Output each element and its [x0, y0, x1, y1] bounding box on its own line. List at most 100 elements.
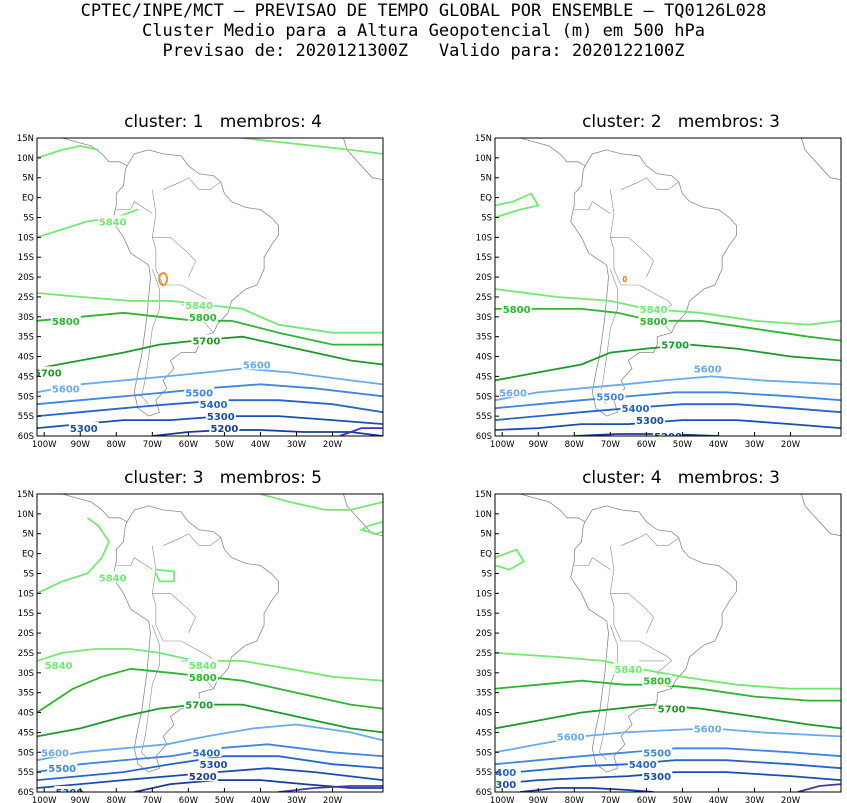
lat-tick-label: 15N — [17, 134, 34, 144]
country-border — [574, 201, 611, 214]
contour-label: 5200 — [654, 432, 682, 443]
lon-tick-label: 20W — [781, 796, 801, 803]
contour-label: 400 — [495, 768, 516, 779]
contour-label-bg — [495, 778, 521, 790]
contour-label-bg — [638, 302, 669, 314]
lat-tick-label: 60S — [476, 432, 492, 442]
coastline — [570, 505, 737, 773]
lon-tick-label: 90W — [529, 796, 549, 803]
lat-tick-label: 35S — [476, 333, 492, 343]
contour-label-bg — [642, 770, 673, 782]
contour-5840 — [260, 494, 383, 511]
lat-tick-label: 45S — [18, 372, 34, 382]
contour-label: 5600 — [41, 748, 69, 759]
high-contour — [158, 272, 169, 286]
lat-tick-label: 50S — [18, 392, 34, 402]
lat-tick-label: 55S — [18, 768, 34, 778]
lon-tick-label: 100W — [32, 440, 57, 450]
contour-5840 — [495, 548, 526, 571]
lat-tick-label: 20S — [18, 629, 34, 639]
lat-tick-label: 20S — [476, 273, 492, 283]
lat-tick-label: 55S — [476, 412, 492, 422]
lat-tick-label: 5S — [23, 213, 34, 223]
lat-tick-label: 10S — [18, 589, 34, 599]
contour-label-bg — [43, 658, 74, 670]
country-border — [599, 624, 618, 761]
lat-tick-label: 40S — [476, 353, 492, 363]
lat-tick-label: 55S — [18, 412, 34, 422]
contour-5600 — [495, 375, 841, 402]
coastline-africa — [801, 138, 841, 181]
contour-label-bg — [620, 402, 651, 414]
lat-tick-label: 5N — [480, 174, 492, 184]
lat-tick-label: 50S — [476, 392, 492, 402]
contour-5200 — [520, 787, 654, 792]
country-border — [152, 593, 196, 634]
contour-label: 5840 — [189, 661, 217, 672]
country-border — [116, 201, 153, 214]
contour-label: 5600 — [694, 364, 722, 375]
contour-label-bg — [187, 658, 218, 670]
contour-label: 5200 — [189, 772, 217, 783]
lon-tick-label: 20W — [781, 440, 801, 450]
contour-label-bg — [184, 386, 215, 398]
contour-label: 5300 — [636, 416, 664, 427]
coastline-central-america — [37, 138, 128, 167]
lon-tick-label: 70W — [601, 796, 621, 803]
lat-tick-label: 10N — [17, 510, 34, 520]
lon-tick-label: 60W — [637, 440, 657, 450]
lat-tick-label: 15N — [475, 134, 492, 144]
contour-label-bg — [50, 382, 81, 394]
contour-label-bg — [191, 334, 222, 346]
lon-tick-label: 40W — [709, 440, 729, 450]
contour-5840 — [495, 288, 841, 326]
contour-label-bg — [97, 215, 128, 227]
lat-tick-label: 15N — [17, 490, 34, 500]
contour-label-bg — [47, 762, 78, 774]
lon-tick-label: 40W — [251, 440, 271, 450]
country-border — [609, 545, 673, 689]
country-border — [620, 177, 679, 190]
contour-label-bg — [198, 398, 229, 410]
contour-label: 5300 — [70, 424, 98, 435]
map-frame — [494, 137, 842, 437]
contour-5840 — [37, 208, 139, 239]
contour-label-bg — [40, 746, 71, 758]
contour-label: 5700 — [661, 341, 689, 352]
lon-tick-label: 80W — [107, 440, 127, 450]
contour-5400 — [495, 403, 841, 421]
lon-tick-label: 100W — [490, 796, 515, 803]
contour-label-bg — [97, 571, 128, 583]
contour-label-bg — [187, 770, 218, 782]
lon-tick-label: 100W — [32, 796, 57, 803]
lat-tick-label: 10N — [475, 510, 492, 520]
contour-label-bg — [656, 702, 687, 714]
lat-tick-label: 15S — [18, 253, 34, 263]
lat-tick-label: 10S — [18, 233, 34, 243]
contour-5840 — [359, 520, 383, 535]
contour-5700 — [495, 703, 841, 730]
panel-title-1: cluster: 1 membros: 4 — [124, 112, 322, 132]
map-frame — [36, 137, 384, 437]
contour-label-bg — [184, 298, 215, 310]
lon-tick-label: 90W — [529, 440, 549, 450]
contour-5840 — [242, 138, 383, 155]
contour-label-bg — [37, 366, 63, 378]
lon-tick-label: 20W — [323, 796, 343, 803]
contour-label: 5700 — [185, 701, 213, 712]
lon-tick-label: 30W — [745, 440, 765, 450]
lat-tick-label: 30S — [476, 669, 492, 679]
map-frame — [36, 493, 384, 793]
lat-tick-label: 55S — [476, 768, 492, 778]
contour-label-bg — [54, 786, 85, 792]
contour-5600 — [495, 727, 841, 754]
lon-tick-label: 90W — [71, 796, 91, 803]
contour-label: 5600 — [243, 360, 271, 371]
lat-tick-label: 40S — [18, 353, 34, 363]
contour-label: 5300 — [56, 788, 84, 799]
panel-title-3: cluster: 3 membros: 5 — [124, 468, 322, 488]
contour-label: 5840 — [99, 217, 127, 228]
coastline — [570, 149, 737, 417]
contour-5600 — [37, 367, 383, 394]
